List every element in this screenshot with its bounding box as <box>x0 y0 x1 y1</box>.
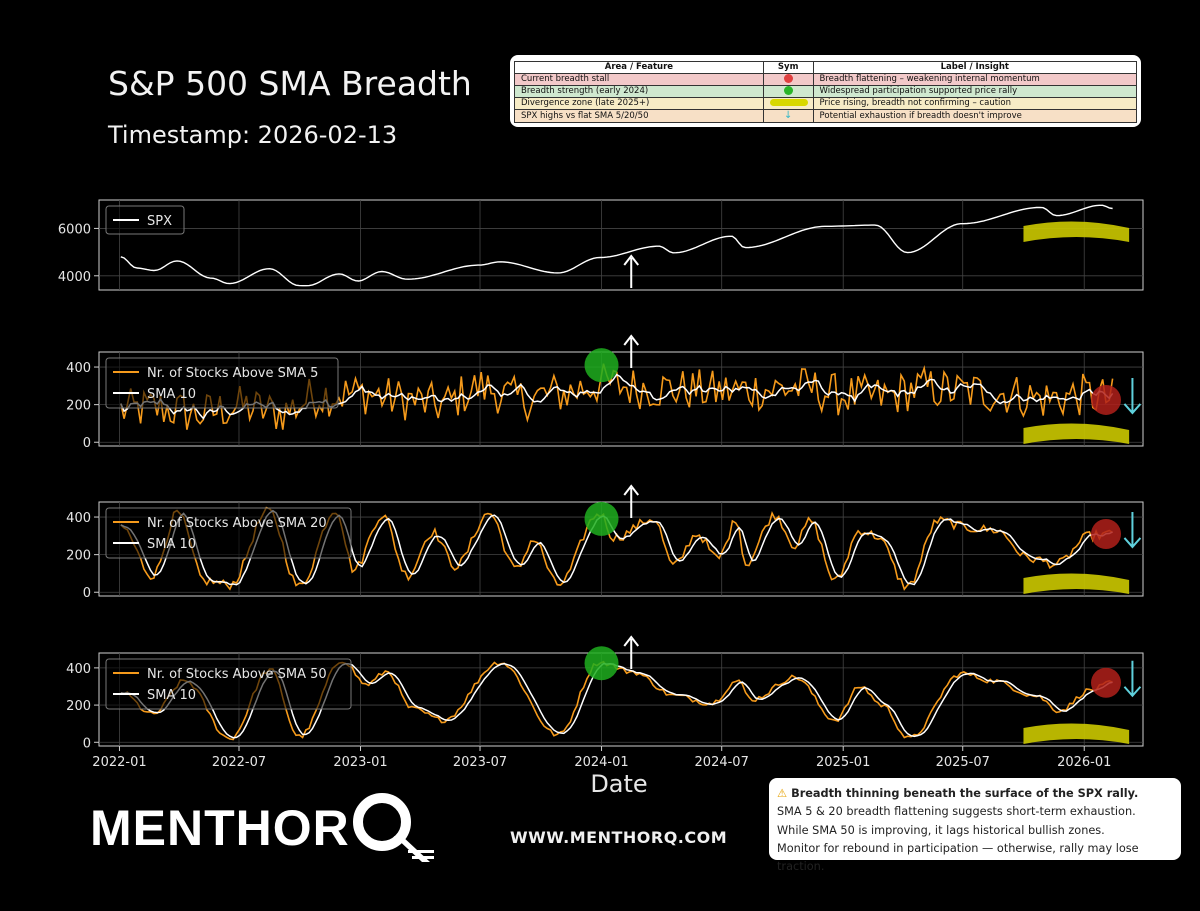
y-tick-label: 400 <box>66 511 91 526</box>
strength-circle <box>584 348 619 383</box>
website-url[interactable]: WWW.MENTHORQ.COM <box>510 828 728 847</box>
chart-panel-2 <box>94 334 1144 447</box>
up-arrow <box>623 484 640 518</box>
legend-label: SMA 10 <box>147 688 196 703</box>
yellow-band-icon <box>769 99 808 106</box>
x-tick-label: 2023-07 <box>453 755 507 770</box>
y-tick-label: 400 <box>66 361 91 376</box>
divergence-band <box>1023 723 1130 744</box>
plot-frame <box>98 351 1144 447</box>
x-tick-label: 2024-07 <box>695 755 749 770</box>
divergence-band <box>1023 423 1130 444</box>
insight-table: Area / Feature Sym Label / Insight Curre… <box>510 55 1141 127</box>
x-tick-label: 2025-01 <box>816 755 870 770</box>
down-arrow <box>1123 660 1142 698</box>
divergence-band <box>1023 221 1130 242</box>
table-header-area: Area / Feature <box>514 61 764 74</box>
table-row: SPX highs vs flat SMA 5/20/50 ↓ Potentia… <box>514 109 1138 123</box>
divergence-band <box>1023 573 1130 594</box>
legend-box <box>105 357 339 409</box>
stall-circle <box>1091 518 1122 549</box>
legend-label: Nr. of Stocks Above SMA 20 <box>147 516 327 531</box>
warning-icon: ⚠ <box>777 787 788 800</box>
legend-label: SPX <box>147 214 172 229</box>
down-arrow <box>1123 377 1142 415</box>
chart-panel-3 <box>94 484 1144 597</box>
note-headline-text: Breadth thinning beneath the surface of … <box>791 787 1139 800</box>
plot-frame <box>98 501 1144 597</box>
y-tick-label: 200 <box>66 399 91 414</box>
y-tick-label: 0 <box>83 736 91 751</box>
table-cell-area: SPX highs vs flat SMA 5/20/50 <box>514 109 764 123</box>
down-arrow <box>1123 511 1142 549</box>
legend-box <box>105 205 185 235</box>
chart-panel-1 <box>94 199 1144 291</box>
x-tick-label: 2023-01 <box>333 755 387 770</box>
note-headline: ⚠ Breadth thinning beneath the surface o… <box>777 785 1173 803</box>
plot-frame <box>98 199 1144 291</box>
note-line: While SMA 50 is improving, it lags histo… <box>777 823 1105 837</box>
x-axis-title: Date <box>590 770 647 798</box>
y-tick-label: 200 <box>66 549 91 564</box>
green-dot-icon <box>783 86 793 95</box>
strength-circle <box>584 646 619 681</box>
y-tick-label: 200 <box>66 699 91 714</box>
menthorq-logo: MENTHOR <box>90 793 434 862</box>
plot-frame <box>98 652 1144 747</box>
logo-text: MENTHOR <box>90 800 350 856</box>
insight-note: ⚠ Breadth thinning beneath the surface o… <box>769 778 1181 873</box>
table-cell-insight: Potential exhaustion if breadth doesn't … <box>812 109 1138 123</box>
up-arrow <box>623 254 640 288</box>
y-tick-label: 4000 <box>58 270 91 285</box>
y-tick-label: 0 <box>83 586 91 601</box>
y-tick-label: 6000 <box>58 222 91 237</box>
legend-label: SMA 10 <box>147 387 196 402</box>
up-arrow <box>623 635 640 669</box>
x-tick-label: 2022-01 <box>92 755 146 770</box>
x-tick-label: 2022-07 <box>212 755 266 770</box>
y-tick-label: 0 <box>83 436 91 451</box>
x-tick-label: 2026-01 <box>1057 755 1111 770</box>
chart-panel-4 <box>94 635 1144 747</box>
legend-label: Nr. of Stocks Above SMA 5 <box>147 366 318 381</box>
x-tick-label: 2024-01 <box>574 755 628 770</box>
page-title: S&P 500 SMA Breadth <box>108 64 472 103</box>
sma10-line <box>120 373 1114 420</box>
x-tick-label: 2025-07 <box>936 755 990 770</box>
table-row: Divergence zone (late 2025+) Price risin… <box>514 97 1138 110</box>
table-row: Current breadth stall Breadth flattening… <box>514 73 1138 86</box>
timestamp: Timestamp: 2026-02-13 <box>108 121 398 149</box>
red-dot-icon <box>783 74 793 83</box>
spx-line <box>120 204 1113 287</box>
y-tick-label: 400 <box>66 662 91 677</box>
down-arrow-icon: ↓ <box>783 110 793 122</box>
legend-box <box>105 507 352 559</box>
legend-box <box>105 658 352 710</box>
legend-label: Nr. of Stocks Above SMA 50 <box>147 667 327 682</box>
legend-label: SMA 10 <box>147 537 196 552</box>
stall-circle <box>1091 384 1122 415</box>
note-line: Monitor for rebound in participation — o… <box>777 841 1139 874</box>
stall-circle <box>1091 667 1122 698</box>
note-line: SMA 5 & 20 breadth flattening suggests s… <box>777 805 1136 819</box>
up-arrow <box>623 334 640 368</box>
strength-circle <box>584 501 619 536</box>
